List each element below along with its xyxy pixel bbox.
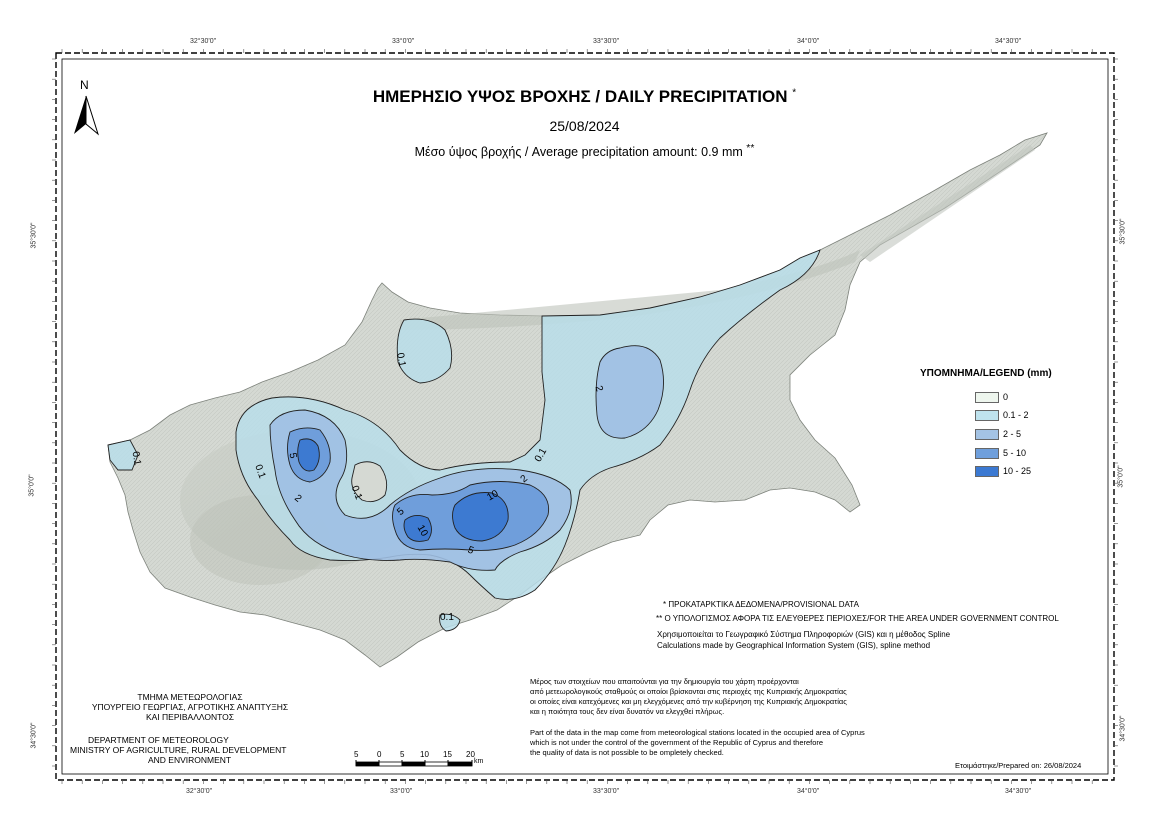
map-title-text: ΗΜΕΡΗΣΙΟ ΥΨΟΣ ΒΡΟΧΗΣ / DAILY PRECIPITATI…	[372, 87, 788, 106]
occupied-note-line: Μέρος των στοιχείων που απαιτούνται για …	[530, 677, 799, 686]
coord-top: 32°30'0"	[190, 38, 217, 45]
department-gr: ΤΜΗΜΑ ΜΕΤΕΩΡΟΛΟΓΙΑΣ ΥΠΟΥΡΓΕΙΟ ΓΕΩΡΓΙΑΣ, …	[70, 692, 310, 722]
contour-label: 0.1	[252, 463, 267, 480]
gis-note-gr: Χρησιμοποιείται το Γεωγραφικό Σύστημα Πλ…	[657, 630, 951, 639]
legend-label: 2 - 5	[1003, 429, 1022, 439]
contour-label: 0.1	[394, 352, 407, 368]
occupied-note-line: which is not under the control of the go…	[530, 738, 824, 747]
coord-top: 33°30'0"	[593, 38, 620, 45]
department-en: DEPARTMENT OF METEOROLOGY MINISTRY OF AG…	[60, 735, 300, 765]
legend-label: 10 - 25	[1003, 466, 1032, 476]
contour-label: 2	[519, 473, 531, 485]
legend-label: 5 - 10	[1003, 448, 1027, 458]
coord-bottom: 34°0'0"	[797, 788, 820, 795]
area-text: Ο ΥΠΟΛΟΓΙΣΜΟΣ ΑΦΟΡΑ ΤΙΣ ΕΛΕΥΘΕΡΕΣ ΠΕΡΙΟΧ…	[664, 614, 1059, 623]
graticule-ticks	[52, 49, 1118, 784]
legend-title: ΥΠΟΜΝΗΜΑ/LEGEND (mm)	[920, 368, 1052, 379]
contour-label: 2	[593, 385, 605, 394]
coord-left: 34°30'0"	[30, 722, 38, 749]
department-line: MINISTRY OF AGRICULTURE, RURAL DEVELOPME…	[70, 745, 287, 755]
contour-label: 0.1	[440, 612, 454, 623]
scale-label: 20	[466, 750, 475, 759]
scale-bar	[355, 760, 473, 767]
provisional-note: * ΠΡΟΚΑΤΑΡΚΤΙΚΑ ΔΕΔΟΜΕΝΑ/PROVISIONAL DAT…	[663, 600, 859, 609]
scale-label: 15	[443, 750, 452, 759]
average-text: Μέσο ύψος βροχής / Average precipitation…	[414, 145, 743, 160]
gis-note-en: Calculations made by Geographical Inform…	[657, 641, 931, 650]
occupied-note-line: Part of the data in the map come from me…	[530, 728, 865, 737]
legend-swatch	[975, 392, 999, 403]
occupied-note-line: και η ποιότητα τους δεν είναι δυνατόν να…	[530, 707, 725, 716]
occupied-note-gr: Μέρος των στοιχείων που απαιτούνται για …	[530, 677, 847, 717]
coord-right: 35°0'0"	[1117, 465, 1125, 488]
department-line: ΤΜΗΜΑ ΜΕΤΕΩΡΟΛΟΓΙΑΣ	[137, 692, 243, 702]
average-precipitation: Μέσο ύψος βροχής / Average precipitation…	[0, 143, 1169, 159]
map-date: 25/08/2024	[549, 118, 620, 134]
provisional-text: ΠΡΟΚΑΤΑΡΚΤΙΚΑ ΔΕΔΟΜΕΝΑ/PROVISIONAL DATA	[668, 600, 859, 609]
coord-bottom: 32°30'0"	[186, 788, 213, 795]
coord-left: 35°30'0"	[30, 222, 38, 249]
scale-label: 0	[377, 750, 382, 759]
occupied-note-line: από μετεωρολογικούς σταθμούς οι οποίοι β…	[530, 687, 847, 696]
legend-swatch	[975, 466, 999, 477]
scale-label: 10	[420, 750, 429, 759]
coord-right: 35°30'0"	[1119, 218, 1127, 245]
occupied-note-line: the quality of data is not possible to b…	[530, 748, 724, 757]
contour-label: 5	[287, 452, 299, 460]
precipitation-zones	[107, 249, 821, 632]
coord-right: 34°30'0"	[1119, 715, 1127, 742]
north-label: N	[80, 78, 89, 92]
area-note: ** Ο ΥΠΟΛΟΓΙΣΜΟΣ ΑΦΟΡΑ ΤΙΣ ΕΛΕΥΘΕΡΕΣ ΠΕΡ…	[656, 614, 1059, 623]
area-mark: **	[656, 614, 663, 623]
legend-label: 0	[1003, 392, 1009, 402]
north-arrow-icon	[74, 95, 99, 136]
department-line: DEPARTMENT OF METEOROLOGY	[88, 735, 229, 745]
contour-label: 0.1	[349, 484, 364, 501]
coord-top: 34°30'0"	[995, 38, 1022, 45]
coord-bottom: 33°0'0"	[390, 788, 413, 795]
scale-label: 5	[354, 750, 359, 759]
occupied-note-line: οι οποίες είναι κατεχόμενες και μη ελεγχ…	[530, 697, 847, 706]
contour-label: 2	[292, 493, 304, 505]
coord-bottom: 33°30'0"	[593, 788, 620, 795]
scale-unit: km	[474, 758, 484, 765]
scale-label: 5	[400, 750, 405, 759]
contour-label: 0.1	[130, 451, 143, 467]
contour-label: 10	[415, 523, 430, 539]
coord-left: 35°0'0"	[28, 474, 36, 497]
department-line: ΥΠΟΥΡΓΕΙΟ ΓΕΩΡΓΙΑΣ, ΑΓΡΟΤΙΚΗΣ ΑΝΑΠΤΥΞΗΣ	[91, 702, 289, 712]
contour-label: 5	[395, 506, 407, 518]
coord-top: 34°0'0"	[797, 38, 820, 45]
map-title: ΗΜΕΡΗΣΙΟ ΥΨΟΣ ΒΡΟΧΗΣ / DAILY PRECIPITATI…	[0, 87, 1169, 107]
legend-swatch	[975, 410, 999, 421]
department-line: ΚΑΙ ΠΕΡΙΒΑΛΛΟΝΤΟΣ	[145, 712, 235, 722]
legend-swatch	[975, 448, 999, 459]
contour-label: 10	[485, 488, 501, 503]
coord-bottom: 34°30'0"	[1005, 788, 1032, 795]
title-footnote-mark: *	[792, 87, 797, 99]
department-line: AND ENVIRONMENT	[148, 755, 232, 765]
contour-label: 5	[466, 545, 475, 557]
occupied-note-en: Part of the data in the map come from me…	[530, 728, 865, 758]
legend-swatch	[975, 429, 999, 440]
coord-top: 33°0'0"	[392, 38, 415, 45]
provisional-mark: *	[663, 600, 667, 609]
map-frame	[55, 52, 1115, 781]
legend-label: 0.1 - 2	[1003, 410, 1029, 420]
prepared-date: Ετοιμάστηκε/Prepared on: 26/08/2024	[955, 761, 1082, 770]
average-footnote-mark: **	[746, 143, 755, 154]
